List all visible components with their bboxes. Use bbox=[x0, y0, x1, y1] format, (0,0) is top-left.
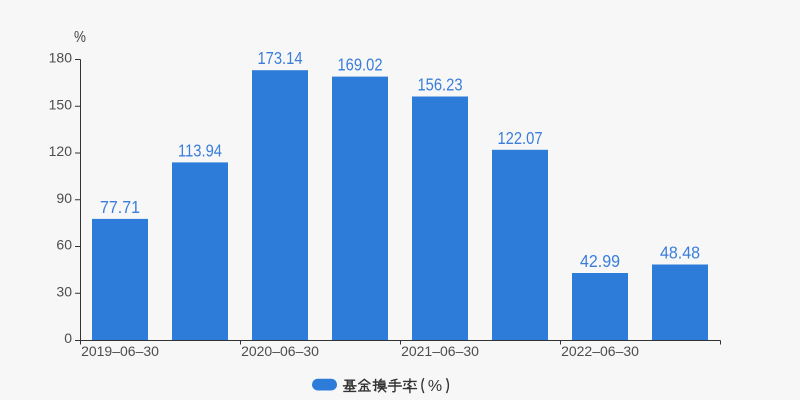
svg-text:2019–06–30: 2019–06–30 bbox=[81, 343, 159, 359]
svg-text:90: 90 bbox=[56, 190, 72, 206]
svg-text:2020–06–30: 2020–06–30 bbox=[241, 343, 319, 359]
svg-text:%: % bbox=[74, 29, 86, 46]
svg-text:30: 30 bbox=[56, 283, 72, 299]
svg-text:2021–06–30: 2021–06–30 bbox=[401, 343, 479, 359]
svg-text:0: 0 bbox=[64, 330, 72, 346]
svg-text:122.07: 122.07 bbox=[497, 128, 542, 148]
svg-text:42.99: 42.99 bbox=[580, 251, 620, 271]
svg-text:2022–06–30: 2022–06–30 bbox=[561, 343, 639, 359]
svg-text:180: 180 bbox=[49, 50, 73, 66]
svg-text:%: % bbox=[428, 378, 442, 395]
svg-text:150: 150 bbox=[49, 96, 73, 112]
svg-text:60: 60 bbox=[56, 237, 72, 253]
svg-text:156.23: 156.23 bbox=[417, 75, 462, 95]
svg-text:77.71: 77.71 bbox=[100, 197, 140, 217]
svg-text:113.94: 113.94 bbox=[178, 141, 222, 161]
svg-text:48.48: 48.48 bbox=[660, 243, 700, 263]
svg-text:169.02: 169.02 bbox=[337, 55, 382, 75]
svg-text:120: 120 bbox=[49, 143, 73, 159]
svg-text:173.14: 173.14 bbox=[257, 49, 302, 69]
